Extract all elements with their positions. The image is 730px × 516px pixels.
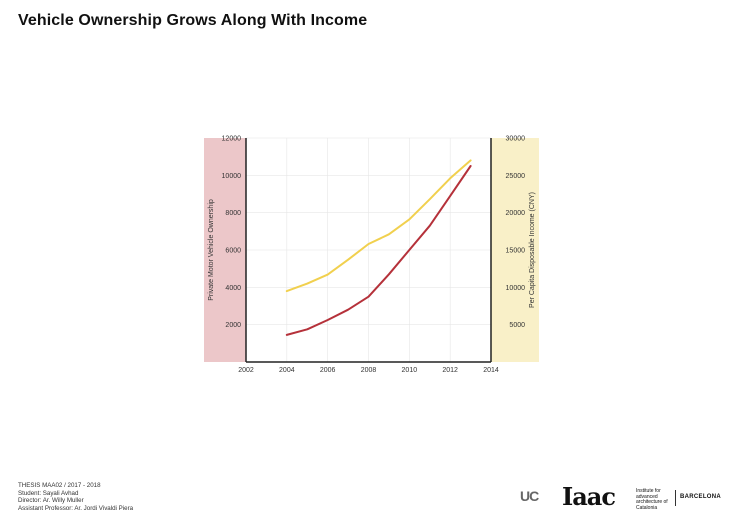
credits-line-4: Assistant Professor: Ar. Jordi Vivaldi P… — [18, 504, 134, 512]
page-title: Vehicle Ownership Grows Along With Incom… — [18, 12, 368, 29]
left-tick-label: 2000 — [225, 322, 241, 329]
iaac-logo: Iaac — [562, 482, 616, 511]
grid-lines — [245, 137, 492, 362]
right-tick-label: 10000 — [506, 285, 526, 292]
right-tick-label: 5000 — [509, 322, 525, 329]
right-tick-label: 30000 — [506, 136, 526, 143]
iaac-logo-subtext: Institute for advanced architecture of C… — [636, 488, 668, 511]
series-lines — [285, 159, 472, 336]
right-tick-labels: 5000 10000 15000 20000 25000 30000 — [506, 136, 526, 330]
credits-line-2: Student: Sayali Avhad — [18, 489, 79, 497]
x-tick-label: 2012 — [442, 367, 458, 374]
right-tick-label: 25000 — [506, 173, 526, 180]
right-axis-label: Per Capita Disposable Income (CNY) — [529, 192, 536, 308]
income-series-line — [285, 159, 472, 293]
x-tick-labels: 2002 2004 2006 2008 2010 2012 2014 — [238, 367, 499, 374]
right-tick-label: 15000 — [506, 248, 526, 255]
barcelona-label: BARCELONA — [680, 494, 722, 500]
x-tick-label: 2010 — [402, 367, 418, 374]
credits-block: THESIS MAA02 / 2017 - 2018 Student: Saya… — [18, 482, 133, 512]
left-tick-labels: 2000 4000 6000 8000 10000 12000 — [222, 136, 242, 330]
right-tick-label: 20000 — [506, 210, 526, 217]
x-tick-label: 2008 — [361, 367, 377, 374]
left-tick-label: 6000 — [225, 248, 241, 255]
x-tick-label: 2006 — [320, 367, 336, 374]
credits-line-1: THESIS MAA02 / 2017 - 2018 — [18, 482, 101, 489]
left-tick-label: 8000 — [225, 210, 241, 217]
ucl-logo: UC — [520, 488, 539, 504]
right-axis-band — [491, 138, 539, 362]
x-tick-label: 2002 — [238, 367, 254, 374]
left-axis-label: Private Motor Vehicle Ownership — [208, 199, 215, 301]
footer-logos: UC Iaac Institute for advanced architect… — [520, 482, 722, 511]
x-tick-label: 2014 — [483, 367, 499, 374]
left-tick-label: 10000 — [222, 173, 242, 180]
vehicle-series-line — [285, 165, 472, 336]
left-tick-label: 12000 — [222, 136, 242, 143]
left-axis-band — [204, 138, 246, 362]
left-tick-label: 4000 — [225, 285, 241, 292]
credits-line-3: Director: Ar. Willy Muller — [18, 497, 84, 505]
logo-separator — [675, 490, 676, 506]
x-tick-label: 2004 — [279, 367, 295, 374]
